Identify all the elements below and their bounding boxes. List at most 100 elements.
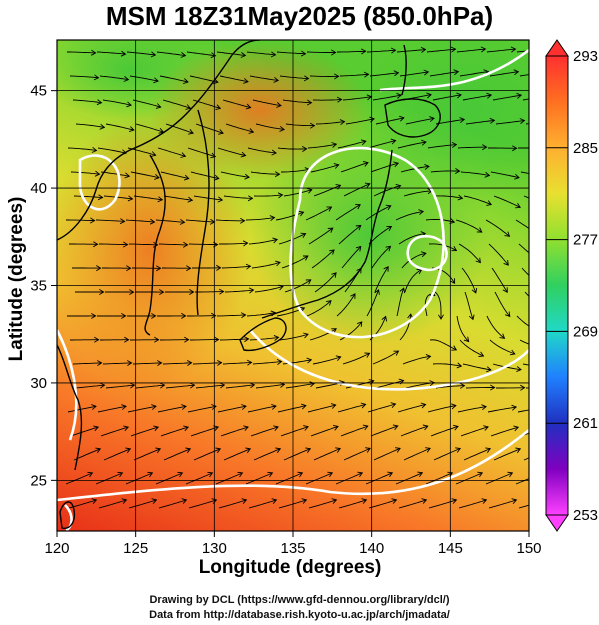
streamline-arrowhead (355, 224, 362, 231)
streamline-arrowhead (425, 447, 431, 453)
streamline (105, 123, 135, 131)
streamline (220, 426, 249, 437)
streamline-arrowhead (249, 382, 256, 389)
streamline (405, 117, 435, 125)
streamline-arrowhead (248, 128, 255, 134)
streamline-arrowhead (91, 404, 97, 410)
streamline-arrowhead (150, 151, 157, 157)
streamline (221, 265, 251, 269)
streamline (73, 195, 103, 198)
streamline (215, 472, 243, 485)
streamline-arrowhead (463, 336, 470, 343)
streamline-arrowhead (449, 278, 456, 285)
streamline (312, 356, 341, 365)
streamline (458, 499, 487, 509)
streamline (217, 405, 247, 413)
streamline (163, 448, 191, 461)
y-tick-label: 40 (30, 180, 47, 197)
colorbar-top-arrow (545, 39, 569, 57)
streamline-arrowhead (267, 471, 274, 478)
streamline-arrowhead (482, 144, 488, 151)
streamline-arrowhead (207, 471, 214, 478)
streamline-arrowhead (246, 359, 253, 366)
streamline (216, 51, 246, 56)
streamline-arrowhead (213, 174, 220, 181)
streamline-arrowhead (183, 425, 190, 432)
streamline (339, 73, 369, 77)
streamline-arrowhead (245, 103, 252, 110)
streamline-arrowhead (449, 218, 456, 225)
streamline (337, 140, 366, 149)
streamline-arrowhead (507, 471, 514, 478)
streamline (315, 121, 345, 125)
streamline (488, 499, 517, 509)
streamline (97, 147, 127, 154)
streamline-arrowhead (273, 76, 280, 83)
streamline-arrowhead (300, 232, 307, 239)
streamline-arrowhead (243, 425, 249, 431)
streamline-arrowhead (535, 231, 540, 236)
streamline (67, 51, 96, 54)
streamline (314, 272, 337, 293)
streamline-arrowhead (503, 260, 509, 266)
streamline (125, 219, 155, 223)
coastline-hokkaido (384, 98, 441, 138)
streamline-arrowhead (385, 204, 392, 211)
streamline-arrowhead (151, 313, 157, 319)
streamline (103, 448, 131, 461)
streamline-arrowhead (243, 78, 249, 84)
streamline (455, 472, 483, 485)
streamline-arrowhead (520, 384, 526, 391)
streamline (95, 472, 123, 485)
streamline-arrowhead (327, 471, 334, 478)
streamline (339, 321, 363, 341)
streamline-arrowhead (396, 92, 403, 99)
x-tick-label: 120 (44, 540, 69, 557)
streamline-arrowhead (486, 366, 492, 373)
streamline (277, 405, 307, 413)
streamline (254, 285, 284, 293)
streamline-arrowhead (275, 260, 281, 267)
streamline (69, 75, 99, 79)
streamline-arrowhead (386, 225, 393, 232)
streamline-arrowhead (305, 279, 312, 285)
streamline (310, 425, 339, 437)
streamline-arrowhead (478, 351, 485, 357)
streamline-arrowhead (215, 104, 222, 111)
streamline (193, 448, 221, 461)
streamline (105, 384, 135, 389)
streamline (430, 170, 460, 173)
streamline-arrowhead (511, 404, 518, 411)
streamline-arrowhead (509, 349, 516, 356)
warm-continent (57, 110, 250, 390)
streamline-arrowhead (300, 403, 307, 410)
streamline (395, 472, 423, 485)
streamline (280, 426, 309, 437)
streamline (367, 403, 396, 413)
streamline-arrowhead (363, 71, 370, 78)
streamline (276, 51, 306, 55)
streamline (223, 448, 251, 461)
streamline-arrowhead (483, 425, 489, 431)
streamline-arrowhead (360, 48, 367, 55)
coastline-sakhalin (401, 44, 407, 96)
streamline-arrowhead (327, 227, 334, 233)
streamline (245, 472, 273, 485)
streamline (493, 448, 521, 461)
streamline (404, 269, 422, 293)
streamline-arrowhead (326, 206, 333, 212)
streamline-arrowhead (481, 404, 487, 411)
streamline-arrowhead (186, 265, 192, 272)
streamline (375, 117, 405, 125)
streamline-arrowhead (426, 92, 432, 99)
streamline-arrowhead (150, 51, 157, 58)
streamline-arrowhead (99, 123, 106, 130)
streamline (464, 291, 474, 320)
streamline-arrowhead (156, 360, 163, 366)
streamline (72, 99, 102, 104)
streamline-arrowhead (241, 404, 247, 410)
streamline-arrowhead (512, 145, 518, 152)
streamline-arrowhead (247, 195, 254, 202)
streamline (246, 312, 276, 317)
